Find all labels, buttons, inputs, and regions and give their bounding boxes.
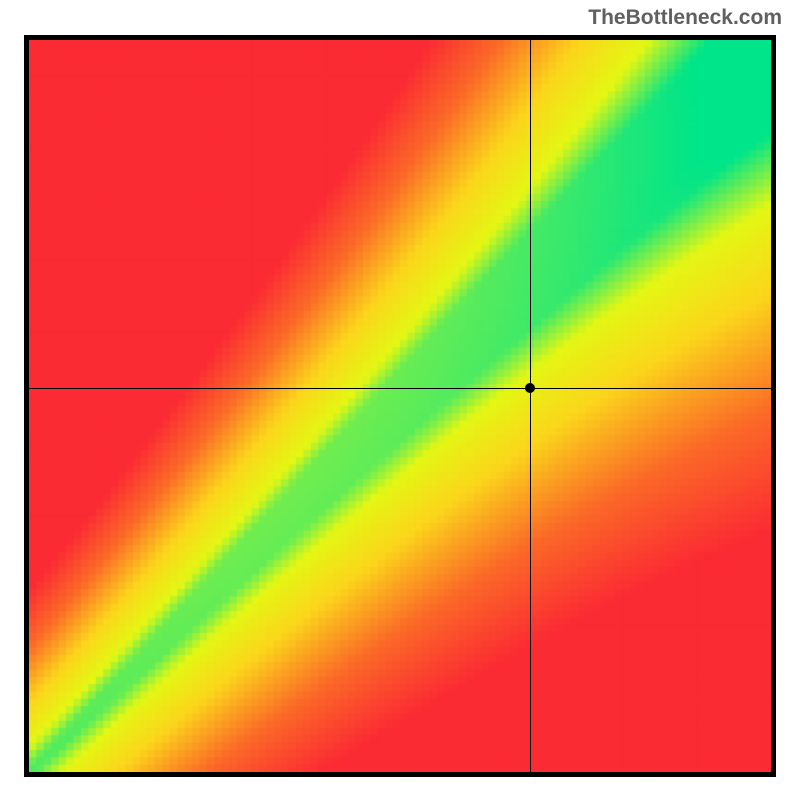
crosshair-vertical	[530, 40, 531, 772]
watermark-text: TheBottleneck.com	[588, 6, 782, 30]
chart-frame	[24, 35, 776, 777]
chart-container: TheBottleneck.com	[0, 0, 800, 800]
crosshair-horizontal	[29, 388, 771, 389]
plot-area	[29, 40, 771, 772]
heatmap-canvas	[29, 40, 771, 772]
data-point-marker	[525, 383, 535, 393]
